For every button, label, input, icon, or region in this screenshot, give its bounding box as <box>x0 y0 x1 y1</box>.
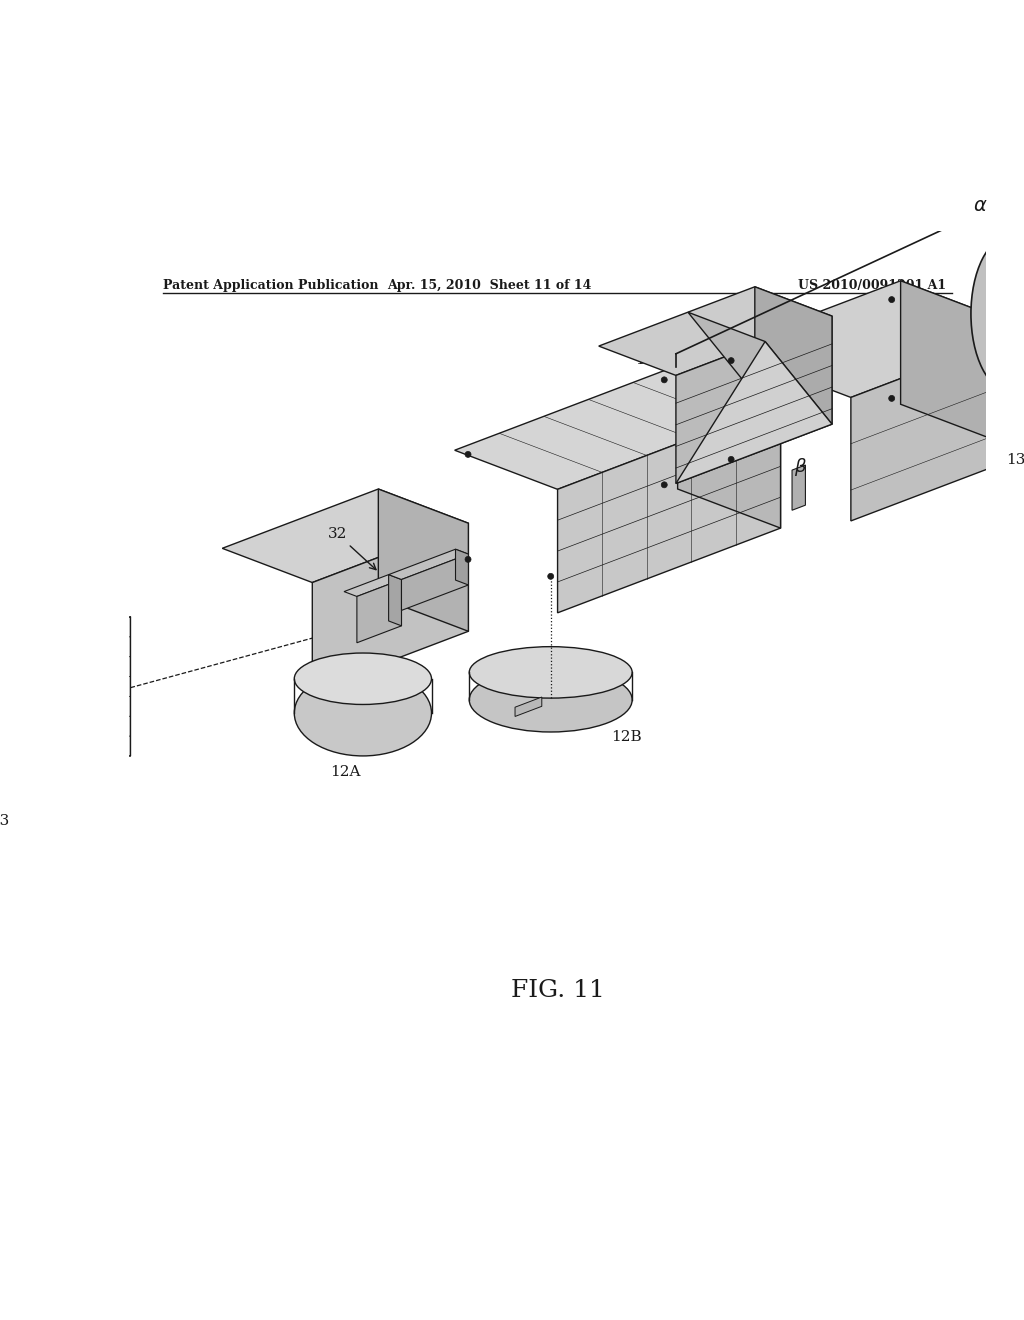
Ellipse shape <box>465 556 471 562</box>
Text: 32: 32 <box>328 527 376 570</box>
Polygon shape <box>599 286 833 375</box>
Text: US 2010/0091201 A1: US 2010/0091201 A1 <box>798 280 946 292</box>
Polygon shape <box>389 549 468 579</box>
Polygon shape <box>515 697 542 717</box>
Polygon shape <box>676 315 833 483</box>
Ellipse shape <box>294 671 431 756</box>
Polygon shape <box>901 281 1024 453</box>
Polygon shape <box>676 342 833 483</box>
Ellipse shape <box>889 297 895 302</box>
Polygon shape <box>344 574 401 597</box>
Text: Patent Application Publication: Patent Application Publication <box>163 280 379 292</box>
Ellipse shape <box>662 376 668 383</box>
Polygon shape <box>357 579 401 643</box>
Ellipse shape <box>889 396 895 401</box>
Polygon shape <box>678 366 780 528</box>
Polygon shape <box>389 574 401 626</box>
Text: 100: 100 <box>635 354 717 396</box>
Text: 13: 13 <box>1007 453 1024 466</box>
Ellipse shape <box>662 482 668 488</box>
Ellipse shape <box>469 647 632 698</box>
Polygon shape <box>19 659 32 803</box>
Polygon shape <box>222 488 468 582</box>
Polygon shape <box>792 465 806 511</box>
Polygon shape <box>722 281 1024 397</box>
Text: 12A: 12A <box>331 764 361 779</box>
Polygon shape <box>851 330 1024 521</box>
Ellipse shape <box>728 457 734 462</box>
Polygon shape <box>378 488 468 631</box>
Polygon shape <box>312 523 468 690</box>
Polygon shape <box>688 313 833 424</box>
Text: Apr. 15, 2010  Sheet 11 of 14: Apr. 15, 2010 Sheet 11 of 14 <box>387 280 591 292</box>
Polygon shape <box>755 286 833 424</box>
Ellipse shape <box>294 653 431 705</box>
Ellipse shape <box>465 451 471 458</box>
Ellipse shape <box>728 358 734 363</box>
Polygon shape <box>558 405 780 612</box>
Ellipse shape <box>971 236 1024 391</box>
Text: 12B: 12B <box>610 730 641 744</box>
Text: $\beta$: $\beta$ <box>794 457 807 478</box>
Text: FIG. 11: FIG. 11 <box>511 978 604 1002</box>
Polygon shape <box>455 366 780 490</box>
Polygon shape <box>456 549 468 585</box>
Text: 33: 33 <box>0 814 10 829</box>
Ellipse shape <box>469 668 632 733</box>
Polygon shape <box>401 554 468 610</box>
Text: $\alpha$: $\alpha$ <box>973 197 987 215</box>
Polygon shape <box>19 616 130 797</box>
Ellipse shape <box>548 573 554 579</box>
